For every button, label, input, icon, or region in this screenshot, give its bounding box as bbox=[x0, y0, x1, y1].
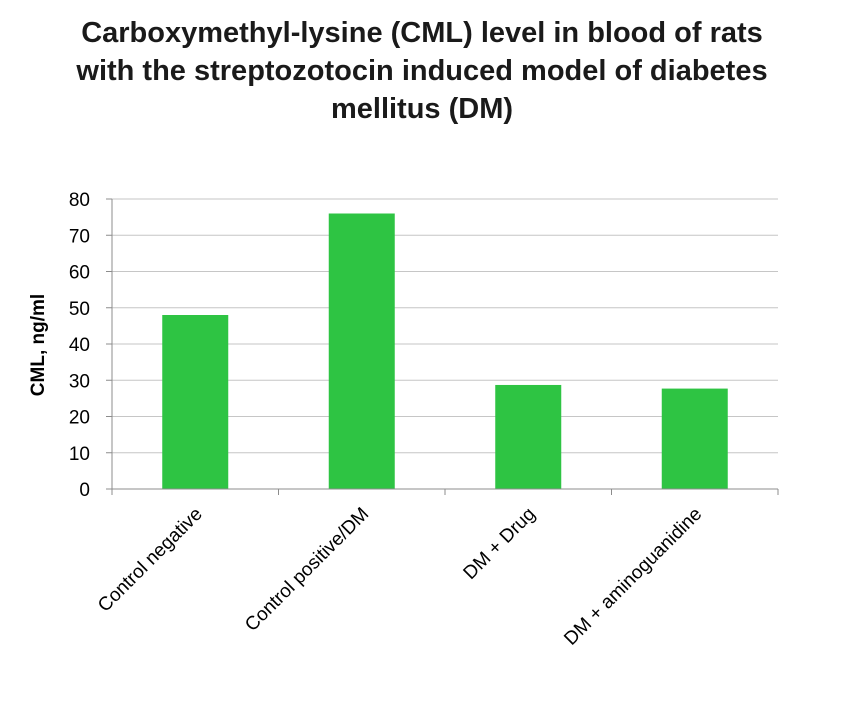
y-axis-title: CML, ng/ml bbox=[28, 294, 49, 396]
chart-title: Carboxymethyl-lysine (CML) level in bloo… bbox=[0, 14, 844, 128]
bars bbox=[162, 213, 728, 489]
y-tick-label: 70 bbox=[69, 226, 90, 247]
y-tick-label: 30 bbox=[69, 371, 90, 392]
bar bbox=[661, 388, 728, 489]
x-category-label: Control negative bbox=[94, 504, 207, 617]
y-tick-label: 20 bbox=[69, 408, 90, 429]
y-tick-label: 60 bbox=[69, 263, 90, 284]
chart-title-line-1: Carboxymethyl-lysine (CML) level in bloo… bbox=[81, 17, 763, 49]
bar bbox=[495, 384, 562, 489]
bar bbox=[162, 315, 229, 489]
y-tick-label: 50 bbox=[69, 299, 90, 320]
axes bbox=[106, 198, 779, 495]
x-category-label: DM + Drug bbox=[460, 504, 540, 584]
x-category-label: Control positive/DM bbox=[241, 504, 373, 636]
x-category-label: DM + aminoguanidine bbox=[560, 504, 706, 650]
y-tick-label: 40 bbox=[69, 335, 90, 356]
y-tick-label: 10 bbox=[69, 444, 90, 465]
chart-title-line-3: mellitus (DM) bbox=[330, 93, 514, 125]
bar bbox=[328, 213, 395, 489]
y-tick-label: 0 bbox=[79, 480, 90, 501]
chart-title-line-2: with the streptozotocin induced model of… bbox=[76, 55, 768, 87]
y-tick-label: 80 bbox=[69, 190, 90, 211]
